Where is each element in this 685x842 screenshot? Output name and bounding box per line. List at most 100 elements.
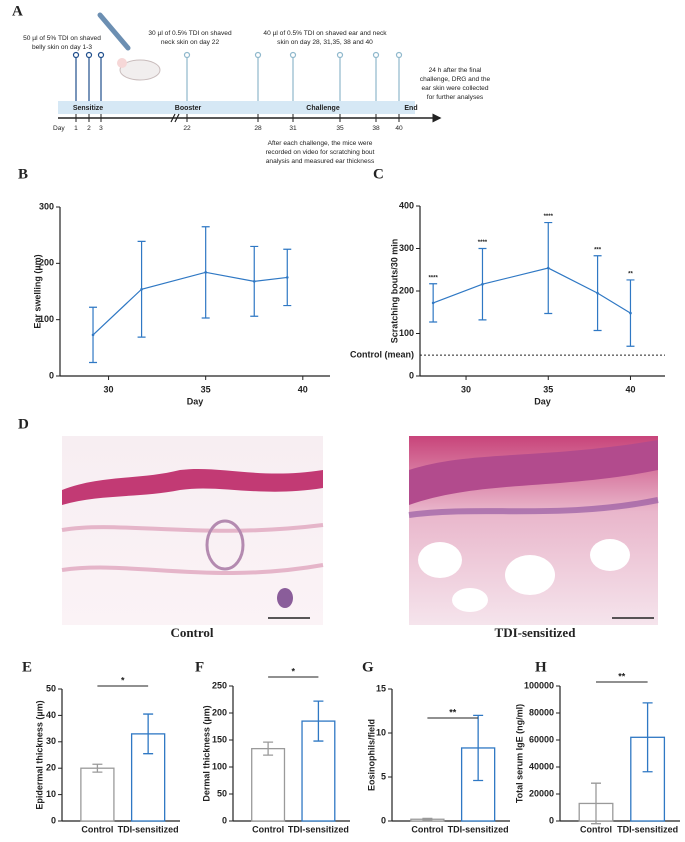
timeline-note: recorded on video for scratching bout [266,149,375,156]
y-tick-label: 100 [399,328,414,338]
point [204,271,207,274]
panel-label: C [373,166,384,182]
x-tick-label: 35 [543,384,553,394]
pipette-icon [97,12,131,51]
pin-head [254,51,262,59]
significance-label: * [291,666,295,676]
y-tick-label: 0 [549,815,554,825]
x-tick-label: TDI-sensitized [617,824,678,834]
point [546,266,550,270]
adipocyte [505,555,555,595]
pin-head [289,51,297,59]
panel-label: H [535,659,547,675]
chart: 0 100 200 300 400 Scratching bouts/30 min 30 35… [350,200,665,406]
epidermis [62,468,323,505]
day-number: 31 [289,125,297,132]
y-tick-label: 10 [46,789,56,799]
point [629,311,632,315]
y-tick-label: 0 [222,815,227,825]
panel-label: F [195,659,204,675]
pin-head [395,51,403,59]
y-tick-label: 50 [217,788,227,798]
timeline-note: neck skin on day 22 [161,39,220,46]
x-tick-label: 30 [104,384,114,394]
x-tick-label: Control [252,824,284,834]
chart: 0 50 100 150 200 250 Dermal thickness (µm) Cont… [201,666,350,834]
error-bar [143,713,154,755]
x-tick-label: TDI-sensitized [288,824,349,834]
y-axis-label: Scratching bouts/30 min [389,239,399,344]
series-line [432,267,631,314]
adipocyte [418,542,462,578]
y-axis-label: Epidermal thickness (µm) [34,700,44,809]
point [252,280,256,283]
day-label: Day [53,125,65,132]
mouse-icon [119,59,161,81]
day-number: 2 [87,125,91,132]
pin-head [72,51,80,59]
phase-label: Sensitize [73,105,103,112]
phase-label: Challenge [306,105,340,112]
axis-break [170,113,176,123]
histology-caption: Control [170,625,213,640]
adipocyte [452,588,488,612]
day-number: 28 [254,125,262,132]
error-bar [473,714,484,782]
phase-label: End [404,105,417,112]
y-tick-label: 200 [39,258,54,268]
error-bar [591,782,601,825]
infiltrate [408,497,659,518]
pin-head [97,51,105,59]
error-bar [263,741,274,756]
bar [251,747,286,822]
reference-label: Control (mean) [350,350,414,360]
histology-caption: TDI-sensitized [495,625,577,640]
x-axis-label: Day [534,396,551,406]
axis-break [174,113,180,123]
timeline-note: for further analyses [427,94,484,101]
timeline-note: After each challenge, the mice were [268,140,373,147]
timeline-note: ear skin were collected [421,85,488,92]
y-tick-label: 100000 [524,680,554,690]
y-tick-label: 300 [399,243,414,253]
x-tick-label: 35 [201,384,211,394]
timeline-note: 40 µl of 0.5% TDI on shaved ear and neck [263,30,387,37]
x-tick-label: 40 [625,384,635,394]
x-tick-label: Control [411,824,443,834]
y-tick-label: 400 [399,200,414,210]
y-tick-label: 50 [46,683,56,693]
significance-label: ** [628,272,633,278]
point [140,287,143,291]
y-tick-label: 300 [39,201,54,211]
error-bar [642,702,653,773]
y-tick-label: 10 [376,727,386,737]
timeline-note: skin on day 28, 31,35, 38 and 40 [277,39,373,46]
y-tick-label: 15 [376,683,386,693]
timeline-note: 30 µl of 0.5% TDI on shaved [148,30,232,37]
chart: 0 20000 40000 60000 80000 100000 Total serum I… [514,671,680,834]
timeline-note: analysis and measured ear thickness [266,158,375,165]
phase-label: Booster [175,105,202,112]
y-tick-label: 20000 [529,788,554,798]
timeline-note: 24 h after the final [429,67,482,74]
error-bar [92,763,103,773]
pin-head [85,51,93,59]
histology-control [61,436,324,625]
point [596,291,599,295]
significance-label: **** [478,240,488,246]
significance-label: **** [428,275,438,281]
y-tick-label: 30 [46,736,56,746]
y-axis-label: Ear swelling (µm) [32,254,42,328]
significance-label: * [121,675,125,685]
y-tick-label: 0 [409,370,414,380]
timeline-note: 50 µl of 5% TDI on shaved [23,35,101,42]
y-tick-label: 150 [212,734,227,744]
y-axis-label: Eosinophils/field [366,719,376,791]
x-tick-label: TDI-sensitized [118,824,179,834]
series-line [92,271,288,336]
chart: 0 5 10 15 Eosinophils/field Control TDI-sensit… [366,683,510,834]
pin-head [183,51,191,59]
epidermis [409,440,658,505]
y-tick-label: 40000 [529,761,554,771]
